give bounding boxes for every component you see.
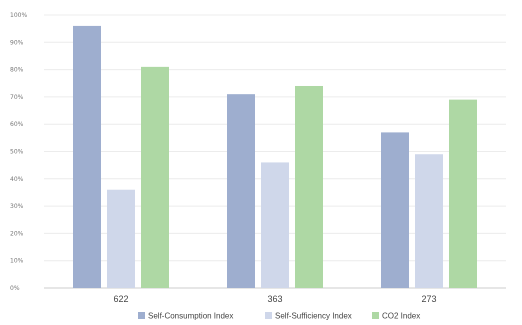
x-category-label: 622 [113,294,128,304]
legend-swatch [138,312,145,319]
y-axis-ticks: 0% 10% 20% 30% 40% 50% 60% 70% 80% 90% 100% [10,12,27,292]
bar-self-consumption-index-273 [381,132,409,288]
y-tick-label: 70% [10,94,24,101]
y-tick-label: 50% [10,149,24,156]
y-tick-label: 40% [10,176,24,183]
x-category-label: 273 [421,294,436,304]
bars [73,25,477,289]
legend: Self-Consumption Index Self-Sufficiency I… [138,312,420,321]
y-tick-label: 100% [10,12,27,19]
legend-label: Self-Sufficiency Index [275,312,352,321]
bar-co2-index-622 [141,66,169,289]
bar-self-sufficiency-index-273 [415,154,443,288]
y-tick-label: 60% [10,121,24,128]
x-category-label: 363 [267,294,282,304]
y-tick-label: 20% [10,230,24,237]
bar-self-consumption-index-363 [227,94,255,288]
bar-self-sufficiency-index-622 [107,189,135,288]
y-tick-label: 90% [10,39,24,46]
bar-co2-index-273 [449,99,477,288]
bar-self-consumption-index-622 [73,25,101,288]
legend-label: CO2 Index [382,312,420,321]
x-axis-categories: 622 363 273 [113,294,436,304]
y-tick-label: 0% [10,285,20,292]
legend-swatch [372,312,379,319]
bar-co2-index-363 [295,85,323,288]
y-tick-label: 30% [10,203,24,210]
y-tick-label: 10% [10,258,24,265]
bar-self-sufficiency-index-363 [261,162,289,288]
y-tick-label: 80% [10,67,24,74]
legend-label: Self-Consumption Index [148,312,233,321]
legend-swatch [265,312,272,319]
